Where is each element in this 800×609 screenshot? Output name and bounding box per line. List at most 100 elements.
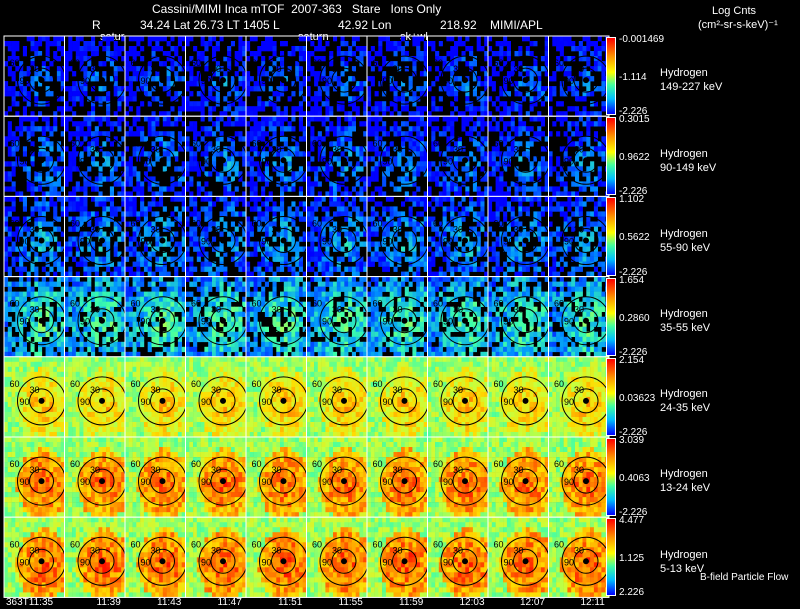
saturn-marker [99, 77, 106, 84]
contour-ring [513, 468, 539, 494]
contour-label: 60 [10, 459, 20, 469]
contour-ring [271, 548, 297, 574]
contour-label: 60 [433, 58, 443, 68]
saturn-marker [341, 478, 348, 485]
contour-ring [561, 536, 610, 586]
energy-channel-label: Hydrogen 35-55 keV [660, 307, 710, 335]
contour-label: 90 [80, 557, 90, 567]
contour-label: 90 [443, 237, 453, 247]
time-tick-label: 363T11:35 [6, 597, 54, 608]
saturn-marker [220, 478, 227, 485]
saturn-marker [583, 397, 590, 404]
contour-label: 30 [211, 144, 221, 154]
colorbar-min-label: -2.226 [619, 106, 648, 118]
contour-label: 60 [554, 299, 564, 309]
saturn-marker [522, 157, 529, 164]
contour-ring [29, 548, 55, 574]
contour-label: 90 [141, 397, 151, 407]
colorbar-mid-label: 0.5622 [619, 232, 650, 244]
contour-label: 90 [201, 76, 211, 86]
saturn-marker [401, 397, 408, 404]
saturn-marker [99, 237, 106, 244]
contour-ring [573, 228, 599, 254]
contour-ring [29, 388, 55, 414]
contour-label: 30 [514, 465, 524, 475]
saturn-marker [401, 77, 408, 84]
contour-ring [561, 135, 610, 185]
contour-label: 30 [453, 305, 463, 315]
contour-label: 90 [322, 76, 332, 86]
contour-label: 30 [574, 465, 584, 475]
contour-ring [259, 135, 309, 185]
contour-label: 30 [272, 305, 282, 315]
contour-label: 60 [10, 379, 20, 389]
energy-channel-label: Hydrogen 13-24 keV [660, 467, 710, 495]
contour-ring [29, 468, 55, 494]
colorbar-min-label: 2.226 [619, 587, 645, 599]
energy-range-label: 5-13 keV [660, 562, 705, 575]
contour-label: 90 [383, 477, 393, 487]
colorbar [606, 197, 616, 276]
contour-ring [573, 548, 599, 574]
contour-label: 60 [433, 459, 443, 469]
contour-label: 60 [312, 379, 322, 389]
contour-label: 30 [453, 144, 463, 154]
contour-label: 90 [443, 557, 453, 567]
contour-label: 90 [504, 76, 514, 86]
contour-ring [452, 548, 478, 574]
contour-label: 30 [272, 385, 282, 395]
colorbar-min-label: -2.226 [619, 266, 648, 278]
contour-label: 30 [453, 465, 463, 475]
contour-label: 60 [554, 219, 564, 229]
contour-ring [561, 376, 610, 426]
time-tick-label: 11:43 [157, 597, 182, 608]
contour-label: 60 [131, 459, 141, 469]
contour-label: 60 [70, 459, 80, 469]
contour-label: 90 [20, 477, 30, 487]
contour-ring [29, 228, 55, 254]
contour-label: 60 [191, 299, 201, 309]
species-label: Hydrogen [660, 468, 708, 481]
contour-ring [392, 67, 418, 93]
colorbar-mid-label: 0.03623 [619, 392, 656, 404]
time-tick-label: 12:07 [520, 597, 546, 608]
contour-label: 30 [393, 225, 403, 235]
contour-label: 30 [90, 545, 100, 555]
saturn-marker [159, 317, 166, 324]
saturn-marker [401, 317, 408, 324]
contour-ring [29, 67, 55, 93]
contour-ring [150, 308, 176, 334]
contour-label: 90 [141, 237, 151, 247]
colorbar [606, 277, 616, 356]
contour-label: 60 [252, 539, 262, 549]
colorbar-max-label: 3.039 [619, 435, 645, 446]
saturn-marker [583, 157, 590, 164]
image-grid: 3060903060903060903060903060903060903060… [3, 35, 610, 598]
contour-ring [501, 296, 551, 346]
saturn-marker [462, 157, 469, 164]
saturn-marker [462, 317, 469, 324]
contour-ring [513, 388, 539, 414]
contour-ring [271, 228, 297, 254]
time-tick-label: 12:11 [580, 597, 605, 608]
saturn-marker [341, 397, 348, 404]
contour-label: 60 [494, 459, 504, 469]
contour-label: 90 [141, 317, 151, 327]
contour-label: 30 [30, 305, 40, 315]
contour-label: 90 [201, 397, 211, 407]
contour-ring [210, 308, 236, 334]
contour-label: 60 [373, 459, 383, 469]
contour-label: 30 [332, 305, 342, 315]
